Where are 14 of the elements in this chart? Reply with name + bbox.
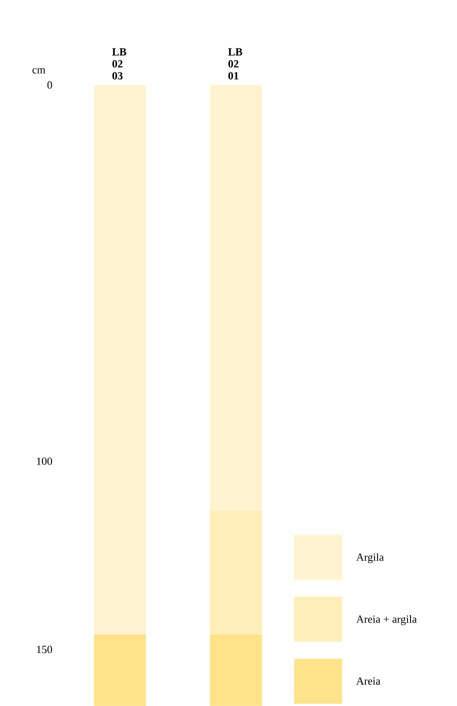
text: Areia <box>356 677 380 685</box>
bar <box>94 634 146 706</box>
y-axis-title: cm <box>32 68 46 74</box>
y-tick-label: 150 <box>37 646 52 654</box>
y-tick-label: 0 <box>47 81 52 89</box>
bar <box>210 84 262 510</box>
x-tick-label: LB 02 03 <box>112 48 126 80</box>
bar <box>94 84 146 634</box>
x-tick-label: LB 02 01 <box>228 48 242 80</box>
text: Areia + argila <box>356 615 417 626</box>
bar <box>210 510 262 634</box>
y-tick-label: 100 <box>37 458 52 465</box>
bar <box>210 634 262 706</box>
text: Argila <box>356 553 384 564</box>
